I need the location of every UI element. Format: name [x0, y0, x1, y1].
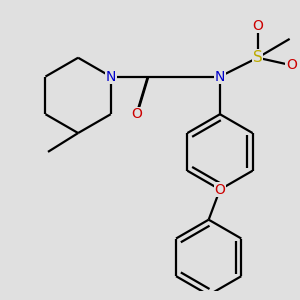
Text: O: O: [214, 182, 225, 197]
Text: S: S: [253, 50, 262, 65]
Text: O: O: [286, 58, 297, 72]
Text: O: O: [252, 19, 263, 33]
Text: N: N: [106, 70, 116, 84]
Text: N: N: [215, 70, 225, 84]
Text: O: O: [132, 107, 142, 121]
